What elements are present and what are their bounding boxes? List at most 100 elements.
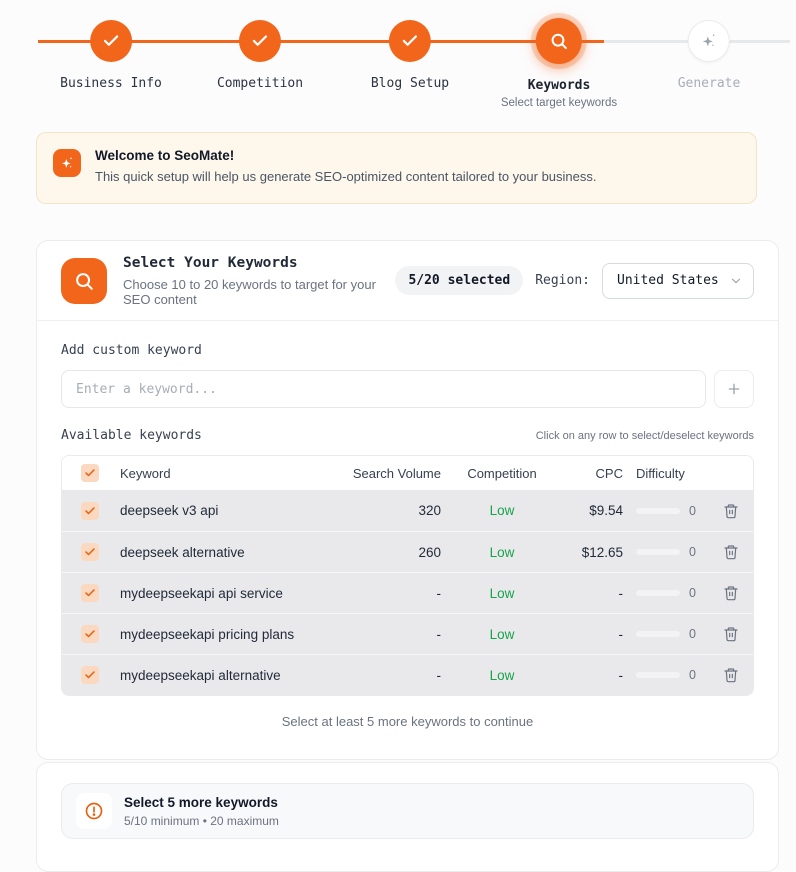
card-header-right: 5/20 selected Region: United States [395, 262, 754, 299]
cpc-cell: $9.54 [589, 503, 623, 518]
alert-circle-icon [76, 793, 112, 829]
table-header-row: Keyword Search Volume Competition CPC Di… [62, 456, 753, 490]
row-checkbox[interactable] [81, 666, 99, 684]
step-business-info: Business Info [60, 20, 162, 91]
step-label: Generate [677, 76, 741, 91]
add-custom-keyword-label: Add custom keyword [61, 343, 202, 358]
footer-card: Select 5 more keywords 5/10 minimum • 20… [36, 762, 779, 872]
search-volume-cell: - [436, 667, 442, 683]
status-banner: Select 5 more keywords 5/10 minimum • 20… [61, 783, 754, 839]
search-volume-cell: - [436, 626, 442, 642]
step-label: Keywords [527, 78, 591, 93]
step-competition: Competition [217, 20, 303, 91]
cpc-cell: - [618, 667, 624, 683]
selected-count-badge: 5/20 selected [395, 266, 524, 295]
keyword-input[interactable] [61, 370, 706, 408]
table-row[interactable]: deepseek v3 api 320 Low $9.54 0 [62, 490, 753, 531]
step-keywords: Keywords Select target keywords [500, 18, 618, 109]
difficulty-value: 0 [689, 545, 696, 559]
step-generate-circle[interactable] [688, 20, 730, 62]
cpc-cell: - [618, 626, 624, 642]
step-blog-setup: Blog Setup [371, 20, 449, 91]
difficulty-bar [636, 590, 680, 596]
header-checkbox-cell [62, 464, 118, 482]
competition-cell: Low [489, 667, 515, 683]
difficulty-cell: 0 [623, 504, 708, 518]
check-icon [85, 630, 95, 638]
difficulty-value: 0 [689, 586, 696, 600]
welcome-message: This quick setup will help us generate S… [95, 169, 597, 184]
delete-keyword-button[interactable] [721, 583, 741, 603]
select-more-note: Select at least 5 more keywords to conti… [281, 714, 534, 729]
check-icon [85, 506, 95, 514]
difficulty-cell: 0 [623, 668, 708, 682]
keywords-card-header: Select Your Keywords Choose 10 to 20 key… [37, 241, 778, 321]
add-keyword-row [61, 370, 754, 408]
check-icon [103, 35, 119, 46]
step-sublabel: Select target keywords [500, 97, 618, 109]
delete-keyword-button[interactable] [721, 501, 741, 521]
check-icon [85, 589, 95, 597]
delete-keyword-button[interactable] [721, 665, 741, 685]
row-checkbox[interactable] [81, 625, 99, 643]
difficulty-bar [636, 672, 680, 678]
search-volume-cell: 320 [418, 503, 441, 518]
cpc-cell: $12.65 [581, 544, 623, 560]
available-keywords-label: Available keywords [61, 428, 202, 443]
competition-cell: Low [489, 626, 515, 642]
row-checkbox[interactable] [81, 543, 99, 561]
step-competition-circle[interactable] [239, 20, 281, 62]
delete-keyword-button[interactable] [721, 542, 741, 562]
competition-cell: Low [489, 585, 515, 601]
keyword-cell: mydeepseekapi pricing plans [120, 626, 295, 642]
table-row[interactable]: deepseek alternative 260 Low $12.65 0 [62, 531, 753, 572]
difficulty-cell: 0 [623, 627, 708, 641]
table-row[interactable]: mydeepseekapi api service - Low - 0 [62, 572, 753, 613]
step-keywords-circle[interactable] [536, 18, 582, 64]
difficulty-bar [636, 549, 680, 555]
step-business-info-circle[interactable] [90, 20, 132, 62]
welcome-title: Welcome to SeoMate! [95, 148, 235, 163]
page-title: Select Your Keywords [123, 254, 298, 271]
welcome-text: Welcome to SeoMate! This quick setup wil… [95, 147, 596, 184]
delete-keyword-button[interactable] [721, 624, 741, 644]
difficulty-cell: 0 [623, 545, 708, 559]
difficulty-cell: 0 [623, 586, 708, 600]
region-select-value: United States [617, 273, 719, 288]
page-subtitle: Choose 10 to 20 keywords to target for y… [123, 276, 376, 307]
row-checkbox[interactable] [81, 584, 99, 602]
keywords-card-body: Add custom keyword Available keywords Cl… [37, 321, 778, 729]
sparkles-icon [53, 149, 81, 177]
region-select[interactable]: United States [602, 262, 754, 299]
row-checkbox[interactable] [81, 501, 99, 520]
header-difficulty: Difficulty [636, 465, 685, 481]
difficulty-value: 0 [689, 503, 696, 518]
region-label: Region: [535, 273, 590, 288]
check-icon [85, 469, 95, 477]
header-keyword: Keyword [120, 465, 171, 481]
card-title-block: Select Your Keywords Choose 10 to 20 key… [123, 255, 379, 307]
select-all-checkbox[interactable] [81, 464, 99, 482]
step-blog-setup-circle[interactable] [389, 20, 431, 62]
chevron-down-icon [731, 278, 741, 283]
search-icon [61, 257, 107, 304]
add-keyword-button[interactable] [714, 370, 754, 408]
keyword-cell: mydeepseekapi alternative [120, 667, 281, 683]
trash-icon [724, 668, 738, 683]
keywords-table: Keyword Search Volume Competition CPC Di… [61, 455, 754, 696]
header-search-volume: Search Volume [352, 465, 441, 481]
search-volume-cell: - [436, 585, 442, 601]
keyword-cell: mydeepseekapi api service [120, 585, 283, 601]
check-icon [85, 548, 95, 556]
difficulty-value: 0 [689, 627, 696, 641]
difficulty-bar [636, 507, 680, 514]
wizard-stepper: Business Info Competition Blog Setup Key… [0, 0, 796, 112]
welcome-banner: Welcome to SeoMate! This quick setup wil… [36, 132, 757, 204]
status-title: Select 5 more keywords [124, 794, 278, 810]
keyword-cell: deepseek alternative [120, 544, 245, 560]
header-competition: Competition [467, 465, 537, 481]
table-row[interactable]: mydeepseekapi alternative - Low - 0 [62, 654, 753, 695]
search-volume-cell: 260 [418, 544, 441, 560]
table-row[interactable]: mydeepseekapi pricing plans - Low - 0 [62, 613, 753, 654]
search-icon [551, 33, 568, 50]
